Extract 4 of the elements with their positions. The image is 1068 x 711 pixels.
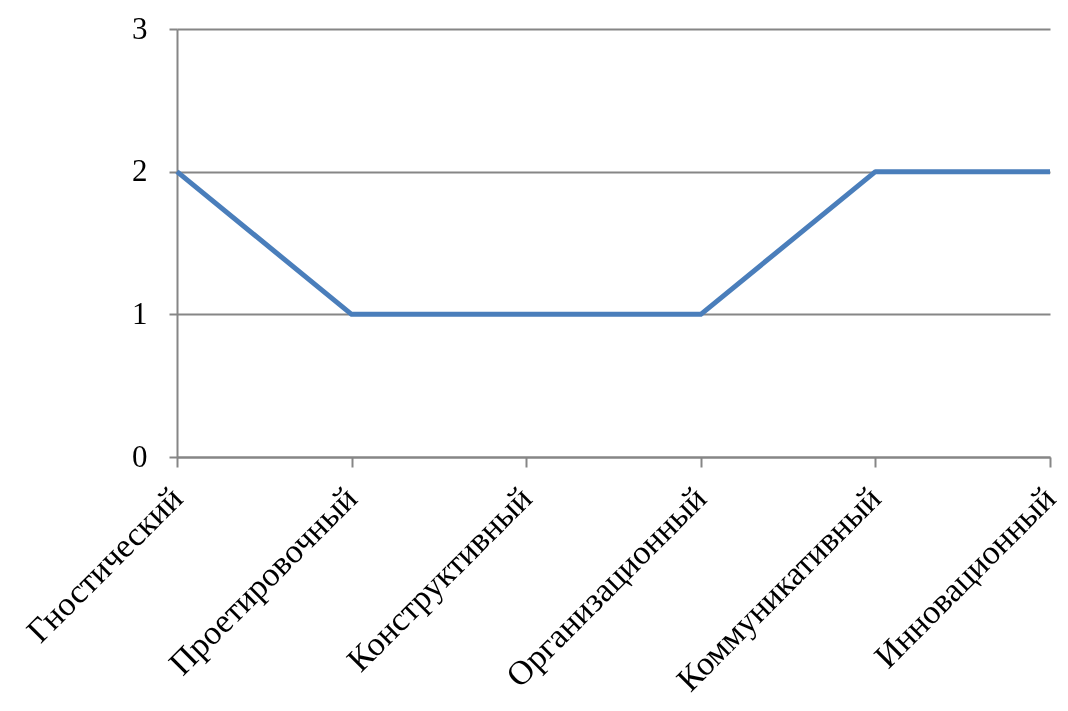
y-tick-label: 2	[132, 153, 148, 189]
y-tick-label: 1	[132, 295, 148, 331]
y-tick-label: 3	[132, 10, 148, 46]
y-tick-label: 0	[132, 438, 148, 474]
